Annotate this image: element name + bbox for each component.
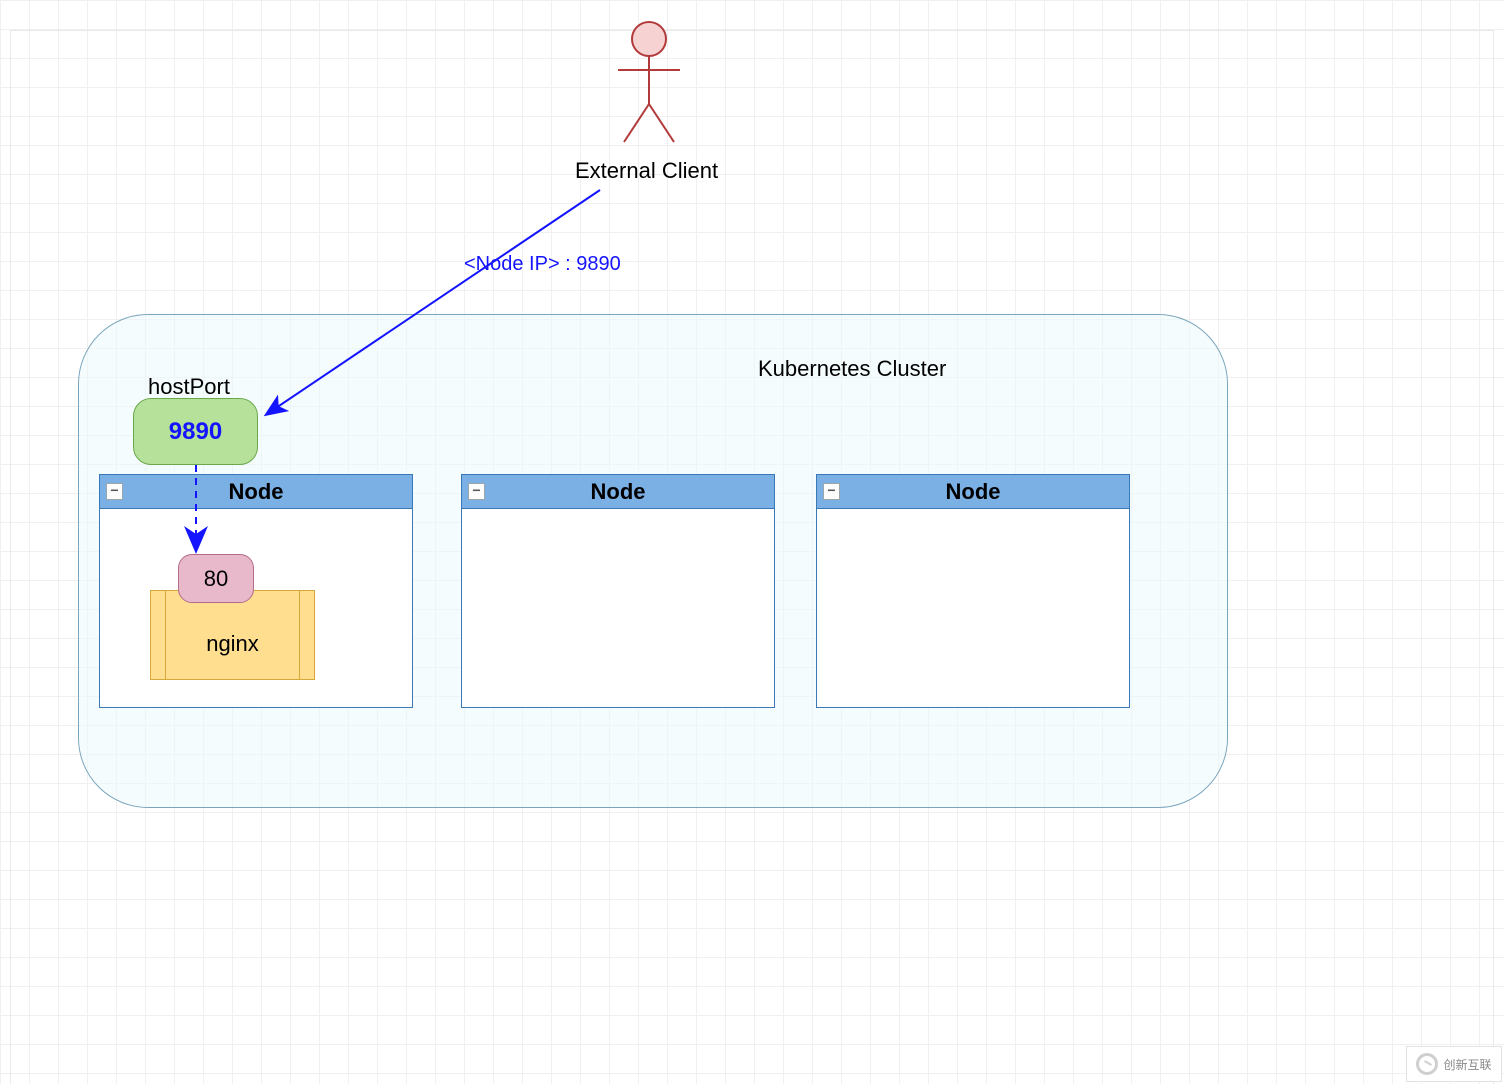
collapse-icon[interactable]: − — [468, 483, 485, 500]
nginx-label: nginx — [151, 631, 314, 657]
hostport-box: 9890 — [133, 398, 258, 465]
node-header: − Node — [817, 475, 1129, 509]
watermark: 创新互联 — [1406, 1046, 1502, 1082]
node-header: − Node — [462, 475, 774, 509]
collapse-icon[interactable]: − — [823, 483, 840, 500]
cluster-title: Kubernetes Cluster — [758, 356, 946, 382]
node-header: − Node — [100, 475, 412, 509]
node-title: Node — [946, 479, 1001, 505]
hostport-label: hostPort — [148, 374, 230, 400]
actor-label: External Client — [575, 158, 718, 184]
node-body — [462, 509, 774, 707]
node-title: Node — [591, 479, 646, 505]
watermark-text: 创新互联 — [1443, 1056, 1491, 1073]
node-body — [817, 509, 1129, 707]
node-box: − Node — [461, 474, 775, 708]
collapse-icon[interactable]: − — [106, 483, 123, 500]
watermark-icon — [1416, 1053, 1438, 1075]
nginx-container: nginx — [150, 590, 315, 680]
hostport-value: 9890 — [169, 418, 222, 446]
node-box: − Node — [816, 474, 1130, 708]
page-ruler-left — [10, 30, 11, 1084]
page-ruler-right — [1493, 30, 1494, 1084]
connection-label: <Node IP> : 9890 — [464, 253, 621, 276]
container-port-value: 80 — [204, 566, 228, 592]
page-ruler-top — [10, 30, 1494, 31]
node-title: Node — [229, 479, 284, 505]
container-port-box: 80 — [178, 554, 254, 603]
